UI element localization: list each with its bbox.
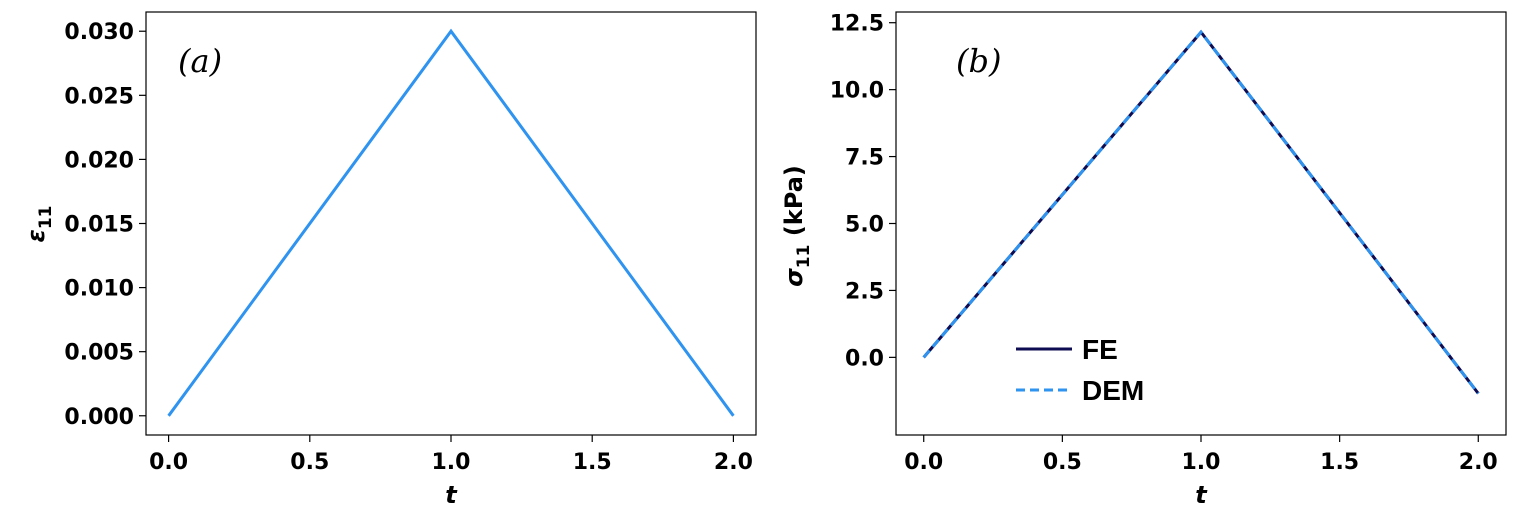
panel-b-xtick-label: 1.5 bbox=[1320, 450, 1359, 475]
panel-a-ytick-label: 0.025 bbox=[64, 84, 134, 109]
panel-a-ylabel-sub: 11 bbox=[36, 205, 56, 229]
panel-a-ytick-label: 0.000 bbox=[64, 405, 134, 430]
panel-b-chart: (b) t σ11 (kPa) FE DEM 0.0 0.5 1.0 1.5 2.0 0.… bbox=[780, 11, 1507, 509]
panel-b-label: (b) bbox=[956, 42, 1001, 80]
panel-a-label: (a) bbox=[178, 42, 222, 80]
panel-a-ytick-label: 0.030 bbox=[64, 20, 134, 45]
panel-a-plot-frame bbox=[145, 11, 757, 436]
panel-b-xtick-label: 0.5 bbox=[1043, 450, 1082, 475]
panel-b-ylabel-main: σ bbox=[780, 268, 808, 287]
panel-b-ytick-label: 5.0 bbox=[845, 213, 884, 238]
panel-a-ytick-label: 0.015 bbox=[64, 213, 134, 238]
panel-a-ytick-label: 0.020 bbox=[64, 148, 134, 173]
panel-a-xtick-label: 0.5 bbox=[290, 450, 329, 475]
panel-b-xtick-label: 2.0 bbox=[1459, 450, 1498, 475]
panel-b-xtick-label: 0.0 bbox=[904, 450, 943, 475]
panel-b-ylabel-sub: 11 bbox=[794, 245, 814, 269]
panel-b-xlabel: t bbox=[1195, 481, 1208, 509]
panel-b-series-line-fe bbox=[922, 29, 1480, 395]
panel-a-xtick-label: 0.0 bbox=[149, 450, 188, 475]
panel-a-chart: (a) t ε11 0.0 0.5 1.0 1.5 2.0 0.000 0.005 0.010… bbox=[22, 11, 757, 509]
panel-a-series-line-0 bbox=[167, 28, 735, 417]
legend-fe-label: FE bbox=[1082, 334, 1118, 365]
panel-b-ytick-label: 0.0 bbox=[845, 346, 884, 371]
panel-a-ytick-label: 0.005 bbox=[64, 341, 134, 366]
panel-a-xlabel: t bbox=[445, 481, 458, 509]
panel-b-series-line-dem bbox=[922, 29, 1480, 395]
panel-b-ytick-label: 10.0 bbox=[830, 79, 884, 104]
panel-a-ylabel-main: ε bbox=[22, 229, 50, 242]
panel-b-xtick-label: 1.0 bbox=[1182, 450, 1221, 475]
panel-b-ytick-label: 12.5 bbox=[830, 12, 884, 37]
panel-b-ylabel: σ11 (kPa) bbox=[780, 165, 814, 287]
panel-a-xtick-label: 1.5 bbox=[573, 450, 612, 475]
panel-b-ytick-label: 7.5 bbox=[845, 146, 884, 171]
panel-a-xtick-label: 2.0 bbox=[714, 450, 753, 475]
panel-a-ylabel: ε11 bbox=[22, 205, 56, 242]
panel-a-ytick-label: 0.010 bbox=[64, 277, 134, 302]
panel-b-ytick-label: 2.5 bbox=[845, 279, 884, 304]
panel-a-xtick-label: 1.0 bbox=[432, 450, 471, 475]
panel-b-ylabel-suffix: (kPa) bbox=[780, 165, 808, 244]
legend-dem-label: DEM bbox=[1082, 375, 1144, 406]
panel-b-legend: FE DEM bbox=[1016, 334, 1144, 406]
